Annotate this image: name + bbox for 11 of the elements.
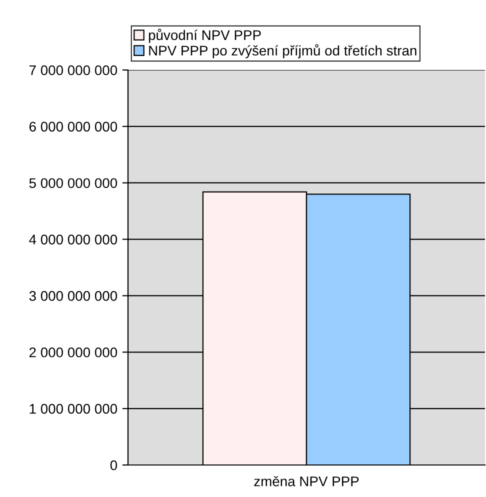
y-tick-label: 6 000 000 000 [29, 122, 118, 132]
x-tick-label: změna NPV PPP [254, 476, 359, 486]
y-tick-label: 5 000 000 000 [29, 178, 118, 188]
legend-label: NPV PPP po zvýšení příjmů od třetích stran [149, 44, 416, 58]
y-tick-label: 1 000 000 000 [30, 404, 118, 414]
y-tick-label: 4 000 000 000 [29, 234, 118, 244]
y-tick-label: 7 000 000 000 [29, 65, 118, 76]
y-tick-label: 0 [110, 460, 118, 470]
legend-label: původní NPV PPP [148, 28, 261, 43]
y-tick-label: 2 000 000 000 [29, 347, 118, 358]
y-tick-label: 3 000 000 000 [29, 291, 118, 301]
